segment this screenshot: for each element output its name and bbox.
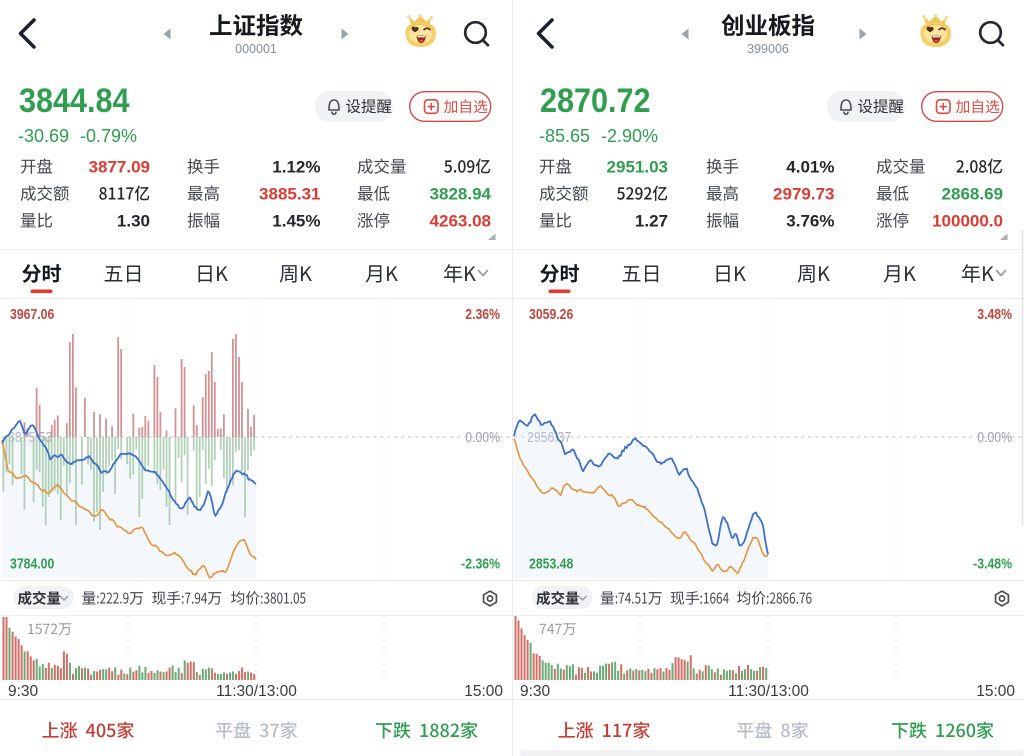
svg-text:9:30: 9:30 bbox=[8, 683, 39, 700]
svg-text:15:00: 15:00 bbox=[976, 683, 1015, 700]
svg-text:3059.26: 3059.26 bbox=[529, 306, 573, 322]
svg-text:4263.08: 4263.08 bbox=[430, 212, 491, 231]
svg-text:3784.00: 3784.00 bbox=[10, 556, 54, 572]
svg-text:-0.79%: -0.79% bbox=[80, 126, 137, 146]
svg-text:2.36%: 2.36% bbox=[465, 306, 500, 322]
svg-text:3885.31: 3885.31 bbox=[259, 185, 320, 204]
svg-text:11:30/13:00: 11:30/13:00 bbox=[728, 683, 809, 700]
svg-text:2979.73: 2979.73 bbox=[773, 185, 834, 204]
svg-text:1.12%: 1.12% bbox=[272, 158, 320, 177]
svg-text:000001: 000001 bbox=[235, 42, 277, 56]
svg-text:-85.65: -85.65 bbox=[539, 126, 590, 146]
svg-text:3828.94: 3828.94 bbox=[430, 185, 492, 204]
svg-text:3967.06: 3967.06 bbox=[10, 306, 54, 322]
svg-text:2868.69: 2868.69 bbox=[942, 185, 1003, 204]
svg-text:2870.72: 2870.72 bbox=[540, 82, 651, 120]
svg-text:2853.48: 2853.48 bbox=[529, 556, 574, 572]
svg-text:2951.03: 2951.03 bbox=[607, 158, 668, 177]
svg-text:1.45%: 1.45% bbox=[272, 212, 320, 231]
svg-text:0.00%: 0.00% bbox=[465, 429, 500, 445]
svg-text:-2.36%: -2.36% bbox=[461, 556, 500, 572]
svg-text:1.27: 1.27 bbox=[635, 212, 668, 231]
svg-text:3.48%: 3.48% bbox=[977, 306, 1012, 322]
svg-text:0.00%: 0.00% bbox=[977, 429, 1012, 445]
svg-text:3844.84: 3844.84 bbox=[19, 82, 130, 120]
svg-text:3877.09: 3877.09 bbox=[89, 158, 150, 177]
svg-text:15:00: 15:00 bbox=[464, 683, 503, 700]
svg-text:9:30: 9:30 bbox=[520, 683, 551, 700]
svg-text:1.30: 1.30 bbox=[117, 212, 150, 231]
svg-text:11:30/13:00: 11:30/13:00 bbox=[216, 683, 297, 700]
svg-text:-3.48%: -3.48% bbox=[973, 556, 1012, 572]
svg-text:-2.90%: -2.90% bbox=[601, 126, 658, 146]
svg-text:100000.0: 100000.0 bbox=[932, 212, 1003, 231]
svg-text:3.76%: 3.76% bbox=[786, 212, 834, 231]
svg-text:399006: 399006 bbox=[747, 42, 789, 56]
svg-text:4.01%: 4.01% bbox=[786, 158, 834, 177]
svg-text:-30.69: -30.69 bbox=[18, 126, 69, 146]
